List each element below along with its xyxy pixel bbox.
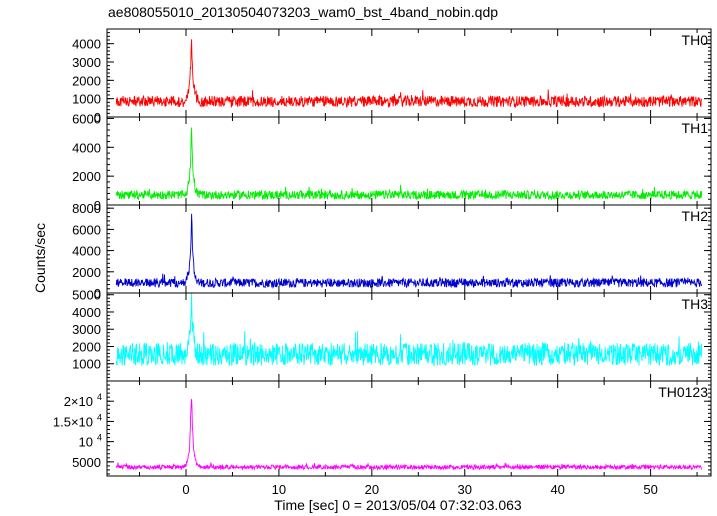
y-tick-label: 0: [94, 110, 101, 125]
y-tick-label: 2000: [72, 73, 101, 88]
series-line-th0123: [115, 398, 703, 471]
panel-th0: 0 1000 2000 3000 4000 TH0: [72, 28, 712, 125]
series-line-th0: [115, 39, 703, 109]
panel-th3: 1000 2000 3000 4000 5000 TH3: [72, 288, 712, 382]
x-tick-label: 0: [182, 482, 189, 497]
panel-frame: [106, 292, 712, 382]
panel-th2: 0 2000 4000 6000 8000 TH2: [72, 201, 712, 301]
y-tick-label: 3000: [72, 55, 101, 70]
series-label: TH0123: [658, 384, 708, 400]
y-tick-label: 10: [79, 435, 93, 450]
series-label: TH2: [682, 208, 709, 224]
x-tick-label: 30: [458, 482, 472, 497]
y-tick-exponent: 4: [97, 412, 102, 422]
y-tick-label: 5000: [72, 455, 101, 470]
y-axis-label: Counts/sec: [32, 223, 48, 293]
y-tick-label: 6000: [72, 222, 101, 237]
y-tick-label: 3000: [72, 322, 101, 337]
y-tick-label: 4000: [72, 244, 101, 259]
series-line-th2: [115, 213, 703, 289]
y-tick-label: 6000: [72, 111, 101, 126]
y-tick-label: 1000: [72, 357, 101, 372]
y-tick-label: 8000: [72, 201, 101, 216]
x-axis-label: Time [sec] 0 = 2013/05/04 07:32:03.063: [274, 497, 522, 513]
panel-th1: 0 2000 4000 6000 TH1: [72, 111, 712, 213]
chart-title: ae808055010_20130504073203_wam0_bst_4ban…: [108, 4, 498, 20]
y-tick-label: 0: [94, 286, 101, 301]
y-tick-label: 5000: [72, 288, 101, 303]
series-label: TH3: [682, 296, 709, 312]
y-tick-label: 1.5×10: [53, 414, 93, 429]
series-line-th1: [115, 127, 703, 201]
x-tick-label: 20: [365, 482, 379, 497]
x-tick-label: 50: [643, 482, 657, 497]
y-tick-label: 2000: [72, 265, 101, 280]
series-label: TH1: [682, 120, 709, 136]
panel-frame: [106, 380, 712, 477]
y-tick-exponent: 4: [97, 392, 102, 402]
panel-th0123: 5000 10 4 1.5×10 4 2×10 4 TH0123: [53, 380, 712, 477]
series-label: TH0: [682, 32, 709, 48]
y-tick-label: 2000: [72, 339, 101, 354]
y-tick-label: 0: [94, 198, 101, 213]
y-tick-label: 4000: [72, 305, 101, 320]
y-tick-label: 4000: [72, 37, 101, 52]
x-tick-label: 10: [272, 482, 286, 497]
y-tick-label: 1000: [72, 92, 101, 107]
x-tick-label: 40: [550, 482, 564, 497]
y-tick-label: 4000: [72, 140, 101, 155]
series-line-th3: [115, 292, 703, 367]
y-tick-label: 2000: [72, 169, 101, 184]
y-tick-label: 2×10: [64, 394, 93, 409]
y-tick-exponent: 4: [97, 433, 102, 443]
